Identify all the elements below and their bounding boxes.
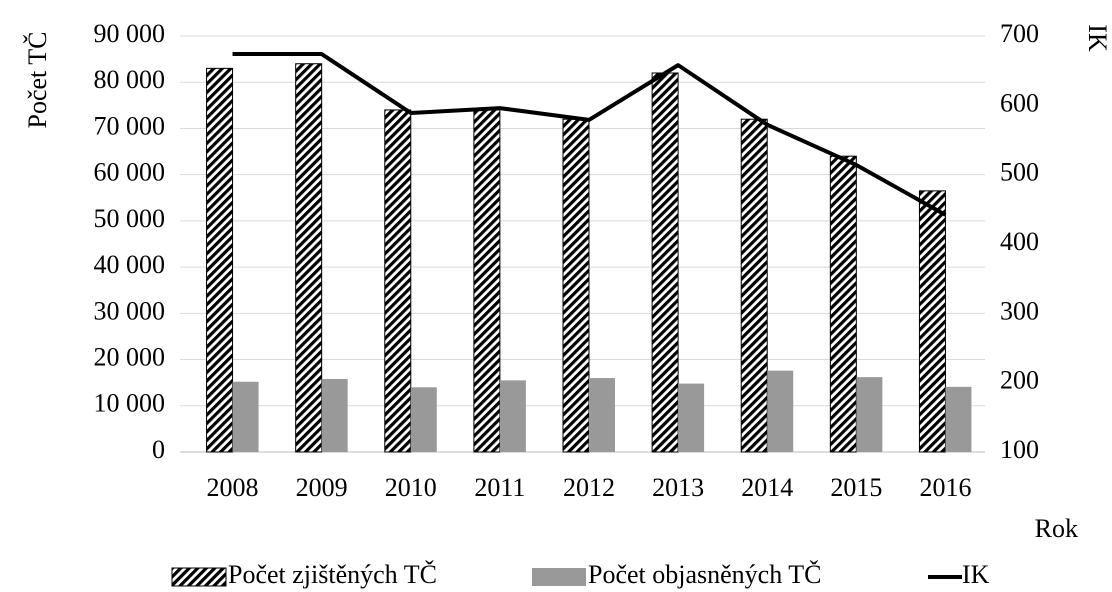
x-tick-label: 2009 xyxy=(296,473,348,502)
bar xyxy=(499,380,526,452)
x-tick-label: 2010 xyxy=(385,473,437,502)
y-tick-label: 60 000 xyxy=(94,158,166,187)
x-tick-label: 2012 xyxy=(563,473,615,502)
x-tick-label: 2013 xyxy=(652,473,704,502)
y-tick-label: 30 000 xyxy=(94,296,166,325)
bar xyxy=(740,118,768,453)
bar xyxy=(829,155,857,453)
line xyxy=(232,52,947,217)
x-tick-label: 2008 xyxy=(207,473,259,502)
bar xyxy=(295,63,323,453)
bar xyxy=(206,67,234,453)
x-tick-label: 2016 xyxy=(919,473,971,502)
legend-label: Počet objasněných TČ xyxy=(588,560,821,589)
legend-label: Počet zjištěných TČ xyxy=(228,560,437,589)
y-tick-label: 70 000 xyxy=(94,111,166,140)
y2-axis-label: IK xyxy=(1083,24,1112,52)
bar xyxy=(384,109,412,453)
y-tick-label: 0 xyxy=(152,435,165,464)
legend-swatch xyxy=(532,568,586,586)
bar xyxy=(473,109,501,453)
bar xyxy=(918,190,946,453)
bar xyxy=(651,72,679,453)
y2-tick-label: 400 xyxy=(1000,227,1039,256)
bar xyxy=(589,378,615,452)
bar xyxy=(562,118,590,453)
x-tick-label: 2015 xyxy=(830,473,882,502)
y-tick-label: 40 000 xyxy=(94,250,166,279)
y-tick-label: 90 000 xyxy=(94,19,166,48)
bar xyxy=(856,377,883,452)
y2-tick-label: 700 xyxy=(1000,19,1039,48)
bar xyxy=(678,383,705,452)
y2-tick-label: 500 xyxy=(1000,158,1039,187)
y-tick-label: 50 000 xyxy=(94,204,166,233)
x-tick-label: 2011 xyxy=(474,473,525,502)
y-tick-label: 80 000 xyxy=(94,65,166,94)
bar xyxy=(410,387,437,452)
y-tick-label: 10 000 xyxy=(94,389,166,418)
y2-tick-label: 200 xyxy=(1000,366,1039,395)
y-axis-label: Počet TČ xyxy=(23,31,52,128)
bar xyxy=(945,386,972,452)
x-tick-label: 2014 xyxy=(741,473,793,502)
bar xyxy=(232,381,259,452)
y-tick-label: 20 000 xyxy=(94,343,166,372)
legend-label: IK xyxy=(962,560,990,589)
y2-tick-label: 600 xyxy=(1000,88,1039,117)
legend-swatch xyxy=(171,567,227,587)
y2-tick-label: 300 xyxy=(1000,296,1039,325)
x-axis-label: Rok xyxy=(1035,514,1078,543)
bar xyxy=(767,370,794,452)
bar xyxy=(321,378,348,452)
y2-tick-label: 100 xyxy=(1000,435,1039,464)
